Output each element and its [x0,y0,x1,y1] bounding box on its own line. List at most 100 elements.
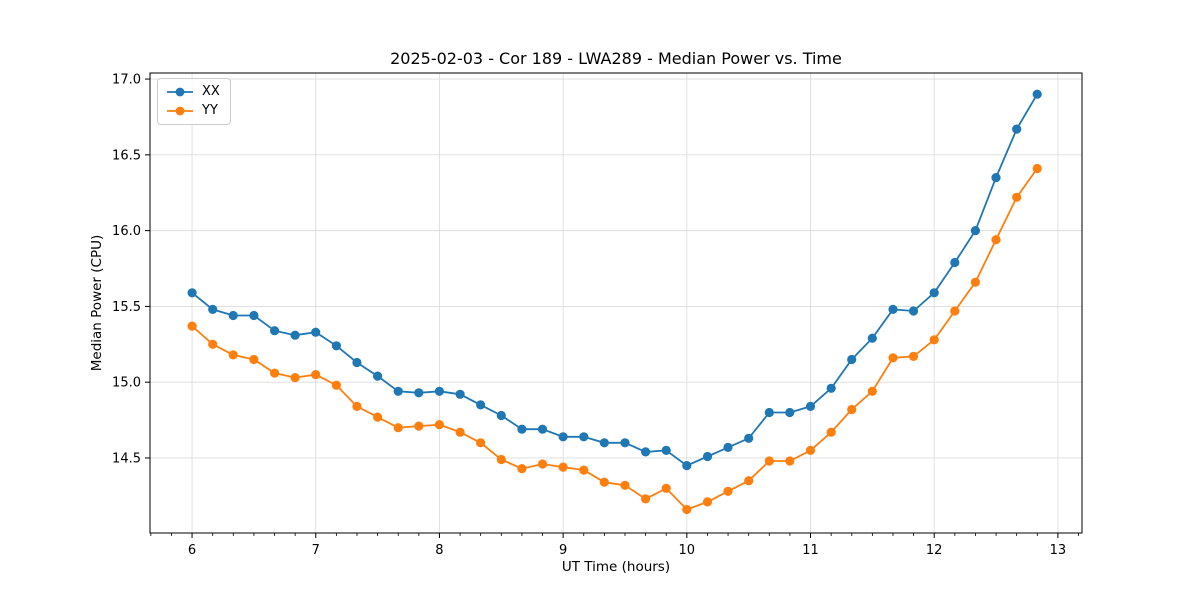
series-xx-point [867,333,877,343]
series-xx-point [970,226,981,236]
series-xx-point [702,451,713,462]
series-xx-point [476,400,486,410]
y-tick-label: 14.5 [112,451,141,466]
series-xx-point [661,445,671,455]
series-xx-point [311,327,321,337]
series-yy-point [208,339,218,349]
series-line-xx [191,93,1038,467]
x-tick-label: 9 [559,543,567,558]
series-xx-point [208,304,218,314]
series-yy-point [331,380,341,390]
series-xx-point [723,442,733,452]
x-tick-label: 12 [926,543,943,558]
series-yy-point [496,454,506,465]
series-yy-point [373,412,383,422]
x-tick-label: 6 [188,543,196,558]
legend-item-yy: YY [166,104,220,118]
series-yy-point [517,464,527,474]
series-xx-point [393,386,403,396]
series-yy-point [702,497,713,507]
series-yy-point [476,438,486,448]
series-xx-point [455,389,465,399]
series-xx-point [785,407,795,418]
series-xx-point [1012,124,1022,134]
plot-area-border [149,72,1083,534]
series-xx-point [270,326,280,336]
series-xx-point [991,173,1001,183]
series-yy-point [270,368,280,378]
x-axis-label: UT Time (hours) [561,559,671,575]
series-xx-point [826,383,836,393]
x-tick-label: 7 [312,543,320,558]
series-xx-point [373,371,383,381]
series-xx-point [847,354,857,365]
series-yy-point [1032,163,1042,174]
series-xx-point [764,407,774,418]
series-xx-point [682,461,692,471]
legend-item-xx: XX [166,85,220,99]
y-tick-label: 16.5 [112,148,141,163]
x-tick-label: 8 [435,543,443,558]
series-yy-point [1012,192,1022,202]
series-xx-point [228,310,238,321]
series-yy-point [682,504,692,515]
y-axis-label: Median Power (CPU) [89,234,105,372]
series-xx-point [352,357,362,368]
series-yy-point [290,373,300,383]
series-xx-point [908,306,919,316]
legend-label-xx: XX [202,84,220,99]
series-yy-point [352,401,362,411]
chart-title: 2025-02-03 - Cor 189 - LWA289 - Median P… [390,49,842,68]
series-xx-point [249,310,259,321]
series-yy-point [908,351,919,361]
series-xx-point [496,410,506,421]
series-xx-point [641,447,651,457]
series-yy-point [888,353,898,363]
series-yy-point [826,427,836,437]
series-yy-point [867,386,877,396]
series-yy-point [641,494,651,504]
series-yy-point [228,350,238,360]
series-yy-point [558,462,568,472]
series-yy-point [847,404,857,415]
series-yy-point [249,354,259,365]
series-yy-point [785,456,795,466]
series-yy-point [579,465,589,475]
series-yy-point [950,306,960,316]
x-tick-label: 13 [1050,543,1067,558]
series-xx-point [414,388,424,398]
series-xx-point [517,424,527,434]
series-yy-point [805,445,816,455]
series-yy-point [991,235,1001,245]
series-yy-point [661,483,671,493]
series-yy-point [393,423,403,433]
series-xx-point [558,432,568,442]
y-tick-label: 16.0 [112,224,141,239]
series-xx-point [805,401,816,411]
series-xx-point [290,330,300,340]
series-xx-point [950,257,960,268]
series-xx-point [434,386,444,396]
series-yy-point [970,277,981,287]
legend-label-yy: YY [202,103,218,118]
x-tick-label: 10 [679,543,696,558]
series-xx-point [1032,89,1042,99]
series-xx-point [579,432,589,442]
series-yy-point [599,477,609,487]
legend-line-marker-yy-icon [166,105,194,117]
legend-line-marker-xx-icon [166,86,194,98]
x-tick-label: 11 [802,543,819,558]
series-yy-point [620,480,630,490]
series-yy-point [414,421,424,431]
series-xx-point [888,304,898,314]
series-yy-point [537,459,548,469]
series-yy-point [311,370,321,380]
series-yy-point [764,456,774,466]
series-xx-point [537,424,548,434]
series-xx-point [929,288,939,298]
series-yy-point [929,335,939,345]
series-xx-point [187,288,197,298]
y-tick-label: 17.0 [112,73,141,88]
series-yy-point [455,427,465,437]
